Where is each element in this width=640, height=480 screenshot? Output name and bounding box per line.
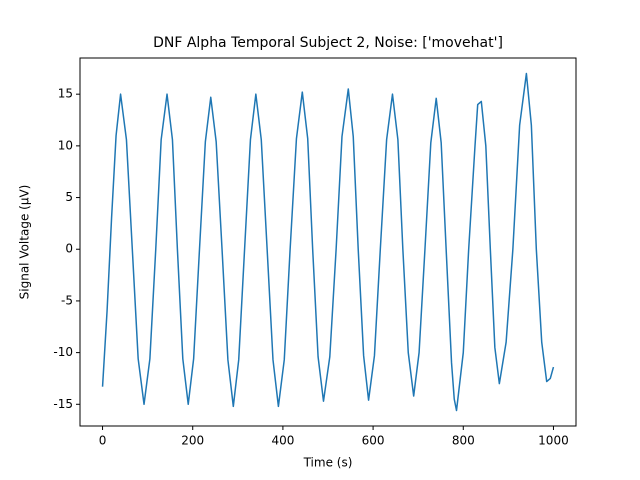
y-axis-label: Signal Voltage (μV): [18, 185, 32, 300]
chart-title: DNF Alpha Temporal Subject 2, Noise: ['m…: [153, 35, 503, 51]
y-tick-label: -5: [61, 293, 73, 307]
x-tick-label: 600: [362, 434, 385, 448]
plot-frame: [79, 57, 577, 427]
x-tick-label: 800: [452, 434, 475, 448]
y-tick-label: 0: [65, 242, 73, 256]
x-tick-label: 1000: [538, 434, 569, 448]
x-tick-label: 200: [181, 434, 204, 448]
x-tick-label: 400: [271, 434, 294, 448]
x-axis-label: Time (s): [303, 456, 353, 470]
y-tick-label: 15: [58, 87, 73, 101]
y-tick-label: -10: [53, 345, 73, 359]
x-tick-label: 0: [99, 434, 107, 448]
y-tick-label: -15: [53, 397, 73, 411]
y-tick-label: 5: [65, 190, 73, 204]
series-line: [101, 72, 555, 412]
y-tick-label: 10: [58, 138, 73, 152]
